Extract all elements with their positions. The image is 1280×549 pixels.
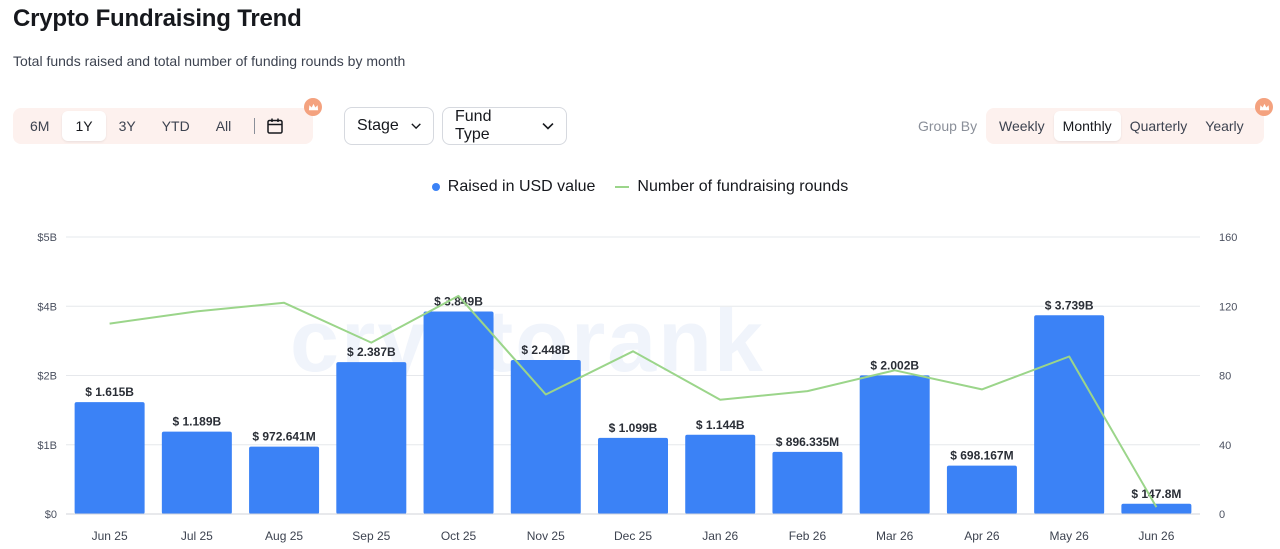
bar-data-label: $ 972.641M — [252, 430, 315, 444]
chart-legend: Raised in USD value Number of fundraisin… — [0, 178, 1280, 196]
x-tick-label: Apr 26 — [964, 529, 1000, 543]
x-tick-label: Sep 25 — [352, 529, 390, 543]
bar — [685, 434, 756, 514]
bar — [859, 375, 930, 514]
time-option-all[interactable]: All — [215, 118, 232, 134]
bar — [598, 437, 668, 514]
group-option-quarterly[interactable]: Quarterly — [1129, 118, 1188, 134]
bar-data-label: $ 2.448B — [521, 343, 570, 357]
bar — [161, 431, 232, 514]
y-left-tick-label: $2B — [37, 371, 57, 383]
legend-label-rounds: Number of fundraising rounds — [637, 178, 849, 195]
bar-data-label: $ 1.615B — [85, 385, 134, 399]
premium-crown-icon — [1255, 98, 1273, 116]
calendar-icon[interactable] — [265, 116, 285, 136]
y-right-tick-label: 120 — [1219, 301, 1237, 313]
y-left-tick-label: $5B — [37, 232, 57, 244]
chevron-down-icon — [411, 123, 421, 130]
legend-label-raised: Raised in USD value — [447, 178, 596, 195]
legend-item-rounds[interactable]: Number of fundraising rounds — [615, 178, 848, 196]
y-right-tick-label: 160 — [1219, 232, 1237, 244]
legend-item-raised[interactable]: Raised in USD value — [431, 178, 596, 196]
x-tick-label: Mar 26 — [876, 529, 914, 543]
x-tick-label: Aug 25 — [265, 529, 303, 543]
group-option-weekly[interactable]: Weekly — [999, 118, 1045, 134]
group-option-monthly[interactable]: Monthly — [1053, 111, 1121, 141]
group-by-label: Group By — [918, 118, 978, 134]
time-option-1y[interactable]: 1Y — [62, 111, 106, 141]
bar — [336, 362, 407, 514]
bar-data-label: $ 2.387B — [347, 345, 396, 359]
group-option-yearly[interactable]: Yearly — [1205, 118, 1244, 134]
bar — [510, 359, 581, 514]
bar — [249, 446, 320, 514]
bar — [1034, 315, 1105, 514]
bar — [74, 402, 145, 514]
stage-dropdown-label: Stage — [357, 117, 399, 134]
time-range-selector: 6M 1Y 3Y YTD All — [13, 108, 313, 144]
y-left-tick-label: $1B — [37, 440, 57, 452]
bar — [423, 311, 494, 514]
x-tick-label: Nov 25 — [527, 529, 565, 543]
x-tick-label: Oct 25 — [441, 529, 477, 543]
y-right-tick-label: 0 — [1219, 509, 1225, 521]
bar-data-label: $ 1.144B — [696, 418, 745, 432]
time-option-ytd[interactable]: YTD — [161, 118, 190, 134]
premium-crown-icon — [304, 98, 322, 116]
bar-data-label: $ 896.335M — [776, 435, 839, 449]
time-option-6m[interactable]: 6M — [30, 118, 50, 134]
page-subtitle: Total funds raised and total number of f… — [13, 53, 406, 69]
bar-data-label: $ 2.002B — [870, 358, 919, 372]
x-tick-label: May 26 — [1049, 529, 1089, 543]
stage-dropdown[interactable]: Stage — [344, 107, 434, 145]
x-tick-label: Dec 25 — [614, 529, 652, 543]
time-option-3y[interactable]: 3Y — [118, 118, 136, 134]
bar-data-label: $ 1.189B — [172, 415, 221, 429]
divider — [254, 118, 256, 134]
page-title: Crypto Fundraising Trend — [13, 5, 302, 32]
x-tick-label: Jun 25 — [92, 529, 128, 543]
y-left-tick-label: $0 — [45, 509, 57, 521]
legend-line — [615, 186, 630, 188]
x-tick-label: Jun 26 — [1138, 529, 1174, 543]
rounds-line — [109, 294, 1158, 508]
fund-type-dropdown-label: Fund Type — [455, 108, 492, 143]
y-left-tick-label: $4B — [37, 301, 57, 313]
bar-data-label: $ 3.739B — [1045, 298, 1094, 312]
bar-data-label: $ 698.167M — [950, 449, 1013, 463]
bar — [772, 451, 843, 514]
legend-dot — [431, 183, 440, 191]
chevron-down-icon — [542, 122, 554, 130]
bar-data-label: $ 3.849B — [434, 294, 483, 308]
group-by-selector: Weekly Monthly Quarterly Yearly — [986, 108, 1264, 144]
y-right-tick-label: 80 — [1219, 371, 1231, 383]
bar — [946, 465, 1017, 514]
bar-data-label: $ 1.099B — [609, 421, 658, 435]
x-tick-label: Feb 26 — [789, 529, 827, 543]
x-tick-label: Jul 25 — [181, 529, 213, 543]
y-right-tick-label: 40 — [1219, 440, 1231, 452]
x-tick-label: Jan 26 — [702, 529, 738, 543]
bar-data-label: $ 147.8M — [1131, 487, 1181, 501]
fund-type-dropdown[interactable]: Fund Type — [442, 107, 567, 145]
bar — [1121, 503, 1192, 514]
